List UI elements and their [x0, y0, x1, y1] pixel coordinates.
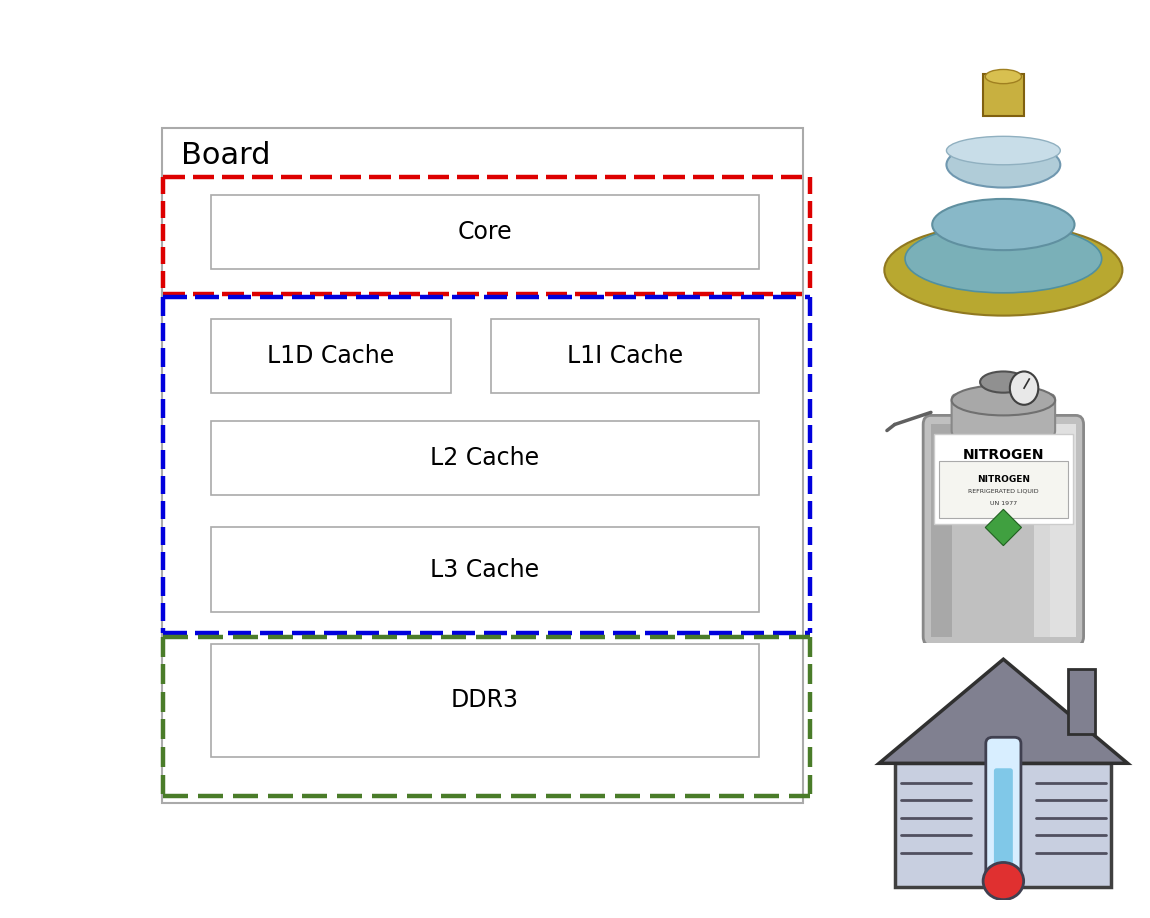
FancyBboxPatch shape: [982, 73, 1025, 117]
Circle shape: [983, 863, 1024, 900]
Ellipse shape: [980, 372, 1027, 393]
Ellipse shape: [986, 70, 1021, 84]
FancyBboxPatch shape: [923, 415, 1083, 645]
Text: L1I Cache: L1I Cache: [567, 344, 683, 368]
FancyBboxPatch shape: [938, 461, 1068, 519]
Text: L3 Cache: L3 Cache: [430, 557, 539, 582]
FancyBboxPatch shape: [1068, 669, 1095, 733]
FancyBboxPatch shape: [932, 424, 952, 636]
Text: L2 Cache: L2 Cache: [430, 446, 539, 470]
FancyBboxPatch shape: [491, 319, 759, 393]
Ellipse shape: [884, 225, 1122, 316]
Ellipse shape: [952, 385, 1056, 415]
Text: REFRIGERATED LIQUID: REFRIGERATED LIQUID: [968, 488, 1038, 494]
Ellipse shape: [946, 142, 1060, 187]
FancyBboxPatch shape: [986, 737, 1021, 886]
Text: Core: Core: [458, 220, 512, 244]
FancyBboxPatch shape: [895, 764, 1111, 887]
FancyBboxPatch shape: [1035, 424, 1056, 636]
FancyBboxPatch shape: [210, 644, 759, 757]
Text: NITROGEN: NITROGEN: [976, 475, 1030, 484]
Polygon shape: [986, 509, 1021, 545]
Polygon shape: [879, 659, 1128, 764]
Ellipse shape: [905, 225, 1102, 293]
Text: UN 1977: UN 1977: [990, 500, 1017, 506]
FancyBboxPatch shape: [1050, 424, 1076, 636]
Ellipse shape: [946, 136, 1060, 165]
FancyBboxPatch shape: [210, 195, 759, 269]
FancyBboxPatch shape: [210, 421, 759, 496]
Text: NITROGEN: NITROGEN: [963, 448, 1044, 462]
Text: DDR3: DDR3: [451, 688, 519, 712]
Text: L1D Cache: L1D Cache: [267, 344, 394, 368]
FancyBboxPatch shape: [210, 319, 451, 393]
FancyBboxPatch shape: [934, 433, 1073, 524]
Ellipse shape: [933, 199, 1074, 250]
FancyBboxPatch shape: [994, 768, 1013, 872]
Text: Board: Board: [182, 140, 270, 170]
FancyBboxPatch shape: [952, 394, 1056, 437]
FancyBboxPatch shape: [161, 128, 803, 803]
FancyBboxPatch shape: [210, 527, 759, 612]
Circle shape: [1010, 372, 1038, 405]
